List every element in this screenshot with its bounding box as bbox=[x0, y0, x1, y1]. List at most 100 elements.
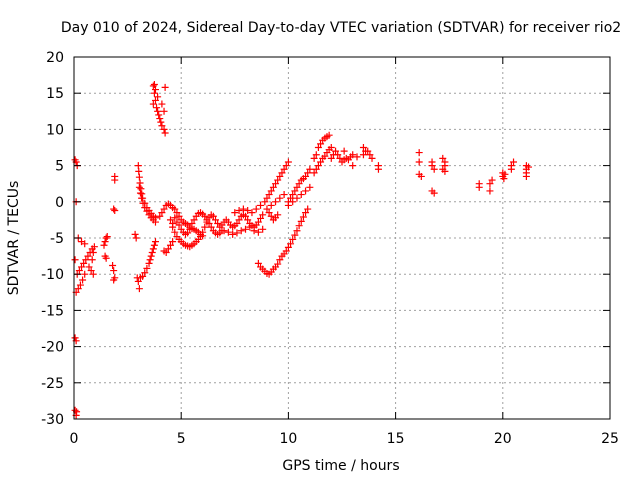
data-point bbox=[160, 125, 168, 133]
x-tick-label: 25 bbox=[601, 431, 619, 447]
data-point bbox=[188, 220, 196, 228]
data-point bbox=[430, 189, 438, 197]
data-point bbox=[231, 209, 239, 217]
data-point bbox=[332, 147, 340, 155]
data-point bbox=[160, 107, 168, 115]
y-tick-label: -5 bbox=[50, 231, 64, 247]
data-point bbox=[151, 86, 159, 94]
data-point bbox=[151, 96, 159, 104]
data-point bbox=[259, 225, 267, 233]
data-point bbox=[366, 151, 374, 159]
data-point bbox=[71, 406, 79, 414]
data-point bbox=[169, 220, 177, 228]
data-point bbox=[359, 144, 367, 151]
data-point bbox=[269, 183, 277, 191]
data-point bbox=[441, 167, 449, 175]
data-point bbox=[265, 209, 273, 217]
data-point bbox=[259, 211, 267, 219]
data-point bbox=[141, 204, 149, 212]
data-point bbox=[205, 220, 213, 228]
data-point bbox=[287, 194, 295, 202]
data-point bbox=[132, 234, 140, 242]
data-point bbox=[312, 151, 320, 159]
data-point bbox=[289, 191, 297, 199]
data-point bbox=[302, 187, 310, 195]
data-point bbox=[184, 229, 192, 237]
data-point bbox=[274, 176, 282, 184]
data-point bbox=[155, 111, 163, 119]
data-point bbox=[156, 212, 164, 220]
data-point bbox=[158, 100, 166, 108]
data-point bbox=[267, 201, 275, 209]
data-point bbox=[297, 217, 305, 225]
data-point bbox=[295, 222, 303, 230]
data-point bbox=[237, 227, 245, 235]
data-point bbox=[306, 183, 314, 191]
data-point bbox=[139, 199, 147, 207]
data-point bbox=[244, 206, 252, 214]
data-point bbox=[110, 276, 118, 284]
data-point bbox=[325, 131, 333, 139]
x-tick-label: 15 bbox=[387, 431, 405, 447]
data-point bbox=[486, 187, 494, 195]
data-point bbox=[135, 285, 143, 293]
data-point bbox=[246, 223, 254, 231]
data-point bbox=[297, 191, 305, 199]
data-point bbox=[289, 235, 297, 243]
y-tick-label: 0 bbox=[55, 195, 64, 211]
data-point bbox=[336, 154, 344, 162]
data-point bbox=[149, 100, 157, 108]
data-point bbox=[169, 238, 177, 246]
data-point bbox=[143, 207, 151, 215]
data-point bbox=[327, 144, 335, 151]
data-point bbox=[235, 206, 243, 214]
data-point bbox=[153, 104, 161, 112]
data-point bbox=[88, 256, 96, 264]
data-point bbox=[139, 272, 147, 280]
data-point bbox=[149, 245, 157, 253]
data-point bbox=[102, 234, 110, 242]
data-point bbox=[272, 180, 280, 188]
data-point bbox=[111, 206, 119, 214]
data-point bbox=[293, 183, 301, 191]
data-point bbox=[327, 154, 335, 162]
data-point bbox=[80, 259, 88, 267]
data-point bbox=[254, 259, 262, 267]
data-point bbox=[201, 212, 209, 220]
data-point bbox=[171, 228, 179, 236]
y-tick-label: -20 bbox=[41, 340, 64, 356]
data-point bbox=[141, 269, 149, 277]
data-point bbox=[263, 194, 271, 202]
data-point bbox=[280, 165, 288, 173]
data-point bbox=[302, 209, 310, 217]
data-point bbox=[156, 115, 164, 123]
data-point bbox=[239, 205, 247, 213]
data-point bbox=[439, 154, 447, 162]
data-point bbox=[263, 205, 271, 213]
y-tick-label: -10 bbox=[41, 267, 64, 283]
data-point bbox=[291, 231, 299, 239]
data-points bbox=[71, 81, 533, 419]
data-point bbox=[349, 151, 357, 159]
data-point bbox=[299, 213, 307, 221]
series-hours-16-17 bbox=[415, 149, 449, 197]
data-point bbox=[312, 165, 320, 173]
data-point bbox=[321, 152, 329, 160]
data-point bbox=[214, 220, 222, 228]
data-point bbox=[175, 212, 183, 220]
data-point bbox=[110, 205, 118, 213]
data-point bbox=[203, 216, 211, 224]
data-point bbox=[224, 228, 232, 236]
data-point bbox=[102, 254, 110, 262]
x-tick-label: 20 bbox=[494, 431, 512, 447]
data-point bbox=[81, 270, 89, 278]
data-point bbox=[149, 82, 157, 90]
data-point bbox=[235, 216, 243, 224]
data-point bbox=[525, 163, 533, 171]
data-point bbox=[250, 227, 258, 235]
data-point bbox=[82, 256, 90, 264]
data-point bbox=[353, 153, 361, 161]
data-point bbox=[295, 180, 303, 188]
data-point bbox=[510, 158, 518, 166]
